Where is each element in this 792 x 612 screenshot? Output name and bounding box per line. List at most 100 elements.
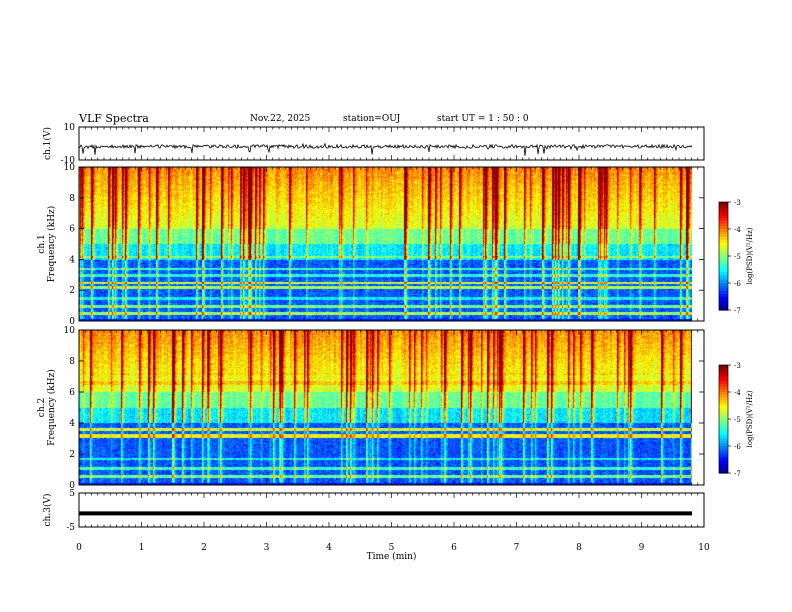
colorbar-segment	[719, 223, 728, 227]
colorbar-segment	[719, 220, 728, 225]
colorbar-segment	[719, 389, 728, 393]
colorbar-segment	[719, 437, 728, 442]
colorbar-label: log(PSD)(V²/Hz)	[746, 390, 754, 447]
colorbar-segment	[719, 454, 728, 458]
colorbar-segment	[719, 285, 728, 289]
colorbar-segment	[719, 427, 728, 431]
colorbar-segment	[719, 207, 728, 211]
spectrogram-image	[79, 167, 692, 321]
y-tick-label: 5	[69, 489, 75, 499]
colorbar-tick-label: -4	[734, 226, 741, 234]
colorbar-segment	[719, 231, 728, 235]
colorbar-segment	[719, 202, 728, 206]
x-tick-label: 3	[264, 543, 270, 553]
colorbar-segment	[719, 405, 728, 409]
y-tick-label: 2	[69, 286, 75, 296]
colorbar-segment	[719, 239, 728, 244]
x-tick-label: 9	[639, 543, 645, 553]
y-tick-label: 8	[69, 194, 75, 204]
colorbar-segment	[719, 400, 728, 404]
y-tick-label: 6	[69, 225, 75, 235]
colorbar-segment	[719, 304, 728, 308]
spectrogram-image	[79, 330, 692, 485]
colorbar-tick-label: -3	[734, 199, 741, 207]
ch2-spec-ylabel: Frequency (kHz)	[46, 369, 57, 446]
colorbar-segment	[719, 459, 728, 463]
colorbar-segment	[719, 269, 728, 273]
colorbar-segment	[719, 448, 728, 452]
colorbar-segment	[719, 253, 728, 257]
colorbar-segment	[719, 247, 728, 252]
colorbar-segment	[719, 299, 728, 303]
colorbar-tick-label: -6	[734, 280, 741, 288]
y-tick-label: 4	[69, 255, 75, 265]
colorbar-segment	[719, 234, 728, 238]
colorbar-segment	[719, 397, 728, 401]
colorbar-segment	[719, 215, 728, 219]
x-tick-label: 7	[514, 543, 520, 553]
colorbar-segment	[719, 277, 728, 281]
colorbar-tick-label: -4	[734, 389, 741, 397]
x-tick-label: 8	[576, 543, 582, 553]
colorbar-segment	[719, 416, 728, 420]
colorbar-segment	[719, 462, 728, 466]
colorbar-tick-label: -3	[734, 362, 741, 370]
colorbar-segment	[719, 261, 728, 265]
colorbar-segment	[719, 402, 728, 407]
colorbar-segment	[719, 288, 728, 292]
colorbar-segment	[719, 226, 728, 230]
colorbar-tick-label: -5	[734, 416, 741, 424]
colorbar-segment	[719, 440, 728, 444]
colorbar-segment	[719, 210, 728, 214]
colorbar-segment	[719, 274, 728, 279]
colorbar-segment	[719, 307, 728, 311]
x-tick-label: 2	[201, 543, 207, 553]
ch2-spec-channel-label: ch.2	[37, 398, 47, 417]
start-ut-label: start UT = 1 : 50 : 0	[437, 114, 529, 124]
colorbar-segment	[719, 204, 728, 208]
colorbar-tick-label: -7	[734, 470, 741, 478]
x-tick-label: 4	[326, 543, 332, 553]
colorbar-segment	[719, 446, 728, 450]
y-tick-label: 10	[64, 123, 76, 133]
colorbar-segment	[719, 392, 728, 396]
colorbar-segment	[719, 421, 728, 425]
colorbar-segment	[719, 378, 728, 382]
y-tick-label: -10	[61, 156, 76, 166]
y-tick-label: -5	[66, 523, 75, 533]
date-label: Nov.22, 2025	[250, 114, 311, 124]
colorbar-segment	[719, 470, 728, 474]
colorbar-segment	[719, 370, 728, 374]
colorbar-segment	[719, 229, 728, 233]
y-tick-label: 4	[69, 419, 75, 429]
figure-title: VLF Spectra	[79, 112, 149, 125]
colorbar-segment	[719, 280, 728, 284]
colorbar-segment	[719, 256, 728, 260]
colorbar-segment	[719, 467, 728, 471]
colorbar-segment	[719, 464, 728, 469]
colorbar-tick-label: -7	[734, 307, 741, 315]
x-tick-label: 1	[139, 543, 145, 553]
ch1-spec-ylabel: Frequency (kHz)	[46, 206, 57, 283]
colorbar-tick-label: -5	[734, 253, 741, 261]
colorbar-segment	[719, 386, 728, 390]
colorbar-segment	[719, 443, 728, 447]
colorbar-segment	[719, 375, 728, 380]
ch1-ylabel: ch.1(V)	[42, 127, 53, 160]
colorbar-segment	[719, 283, 728, 287]
colorbar-segment	[719, 408, 728, 412]
colorbar-segment	[719, 381, 728, 385]
colorbar-segment	[719, 367, 728, 371]
colorbar-segment	[719, 451, 728, 455]
colorbar-segment	[719, 237, 728, 241]
colorbar-segment	[719, 258, 728, 262]
ch1-waveform-line	[78, 142, 693, 156]
x-axis-label: Time (min)	[367, 551, 417, 562]
colorbar-segment	[719, 410, 728, 415]
colorbar-segment	[719, 419, 728, 423]
colorbar-segment	[719, 245, 728, 249]
colorbar-segment	[719, 291, 728, 295]
colorbar-segment	[719, 266, 728, 271]
colorbar-segment	[719, 432, 728, 436]
